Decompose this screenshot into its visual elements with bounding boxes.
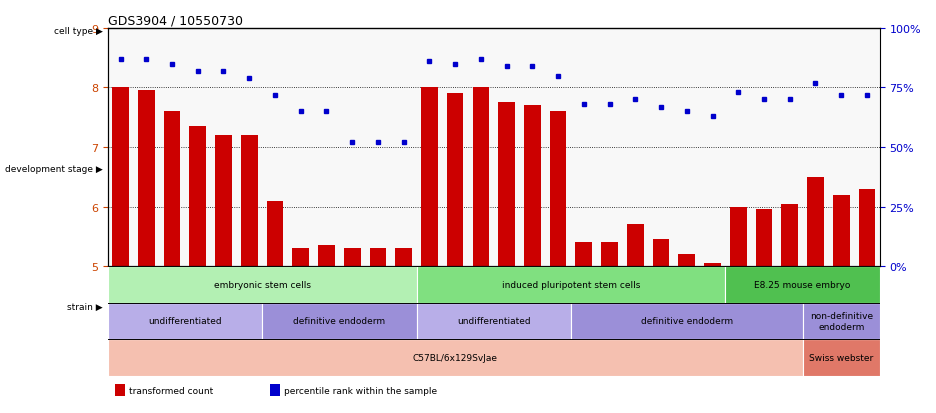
Bar (730, 207, 747, 266)
Bar (725, 266, 880, 303)
Bar (807, 177, 824, 266)
Bar (679, 254, 695, 266)
Bar (601, 242, 618, 266)
Bar (108, 266, 417, 303)
Text: C57BL/6x129SvJae: C57BL/6x129SvJae (413, 353, 498, 362)
Bar (270, 385, 280, 396)
Bar (241, 136, 257, 266)
Bar (138, 91, 154, 266)
Bar (112, 88, 129, 266)
Text: undifferentiated: undifferentiated (148, 317, 222, 325)
Text: definitive endoderm: definitive endoderm (641, 317, 733, 325)
Text: induced pluripotent stem cells: induced pluripotent stem cells (502, 280, 640, 289)
Bar (108, 303, 262, 339)
Bar (164, 112, 181, 266)
Bar (571, 303, 803, 339)
Bar (782, 204, 798, 266)
Bar (370, 249, 387, 266)
Bar (267, 201, 284, 266)
Bar (833, 195, 850, 266)
Text: E8.25 mouse embryo: E8.25 mouse embryo (754, 280, 851, 289)
Bar (576, 242, 592, 266)
Bar (524, 106, 541, 266)
Text: strain ▶: strain ▶ (67, 302, 103, 311)
Bar (318, 246, 335, 266)
Bar (627, 225, 644, 266)
Bar (755, 210, 772, 266)
Text: embryonic stem cells: embryonic stem cells (213, 280, 311, 289)
Bar (417, 266, 725, 303)
Bar (262, 303, 417, 339)
Text: GDS3904 / 10550730: GDS3904 / 10550730 (108, 15, 242, 28)
Bar (473, 88, 490, 266)
Bar (421, 88, 438, 266)
Text: cell type ▶: cell type ▶ (54, 27, 103, 36)
Bar (652, 240, 669, 266)
Bar (108, 339, 802, 376)
Bar (395, 249, 412, 266)
Bar (549, 112, 566, 266)
Text: transformed count: transformed count (129, 386, 213, 395)
Text: development stage ▶: development stage ▶ (6, 165, 103, 174)
Bar (115, 385, 125, 396)
Bar (803, 339, 880, 376)
Text: Swiss webster: Swiss webster (809, 353, 873, 362)
Bar (498, 103, 515, 266)
Bar (417, 303, 571, 339)
Text: non-definitive
endoderm: non-definitive endoderm (810, 311, 872, 331)
Text: undifferentiated: undifferentiated (457, 317, 531, 325)
Bar (344, 249, 360, 266)
Text: definitive endoderm: definitive endoderm (293, 317, 386, 325)
Text: percentile rank within the sample: percentile rank within the sample (284, 386, 437, 395)
Bar (704, 263, 721, 266)
Bar (803, 303, 880, 339)
Bar (292, 249, 309, 266)
Bar (446, 94, 463, 266)
Bar (215, 136, 232, 266)
Bar (189, 127, 206, 266)
Bar (858, 189, 875, 266)
